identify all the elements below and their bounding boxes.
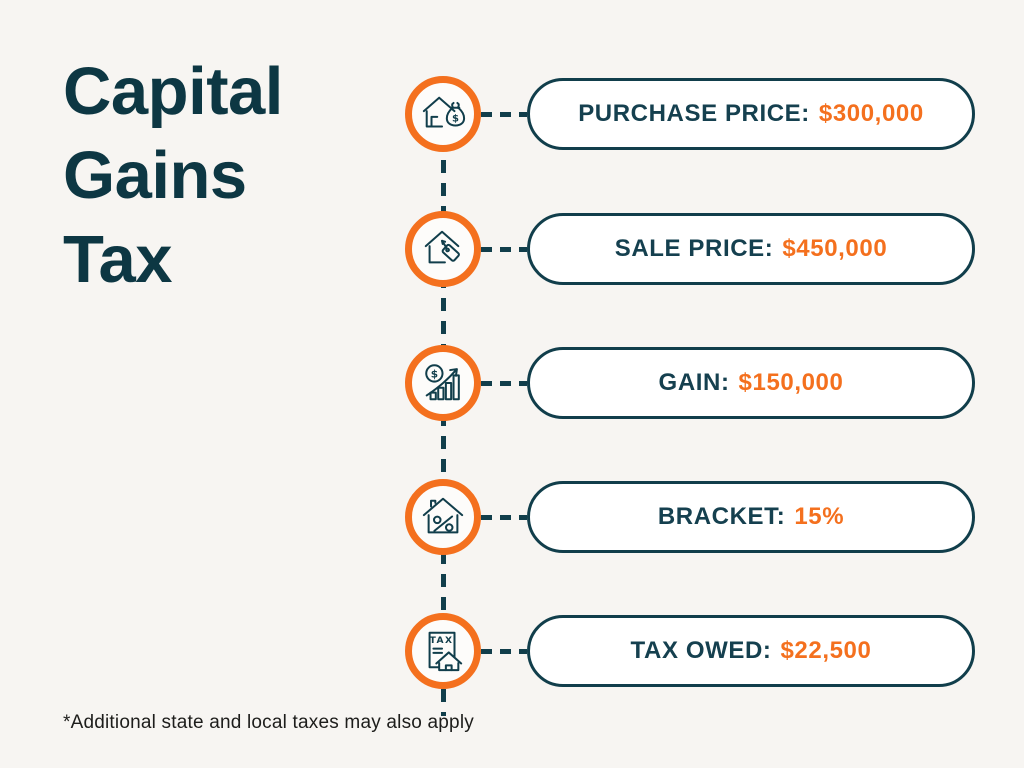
- step-pill-bracket: BRACKET: 15%: [527, 481, 975, 553]
- footnote: *Additional state and local taxes may al…: [63, 712, 474, 733]
- dashed-connector: [481, 515, 527, 520]
- step-icon-circle: $: [405, 76, 481, 152]
- step-value: $150,000: [738, 369, 844, 396]
- step-label: BRACKET:: [657, 503, 786, 530]
- tax-document-house-icon: TAX: [428, 631, 463, 672]
- house-percent-icon: [422, 497, 464, 534]
- house-price-tag-icon: [424, 230, 460, 264]
- step-value: $22,500: [780, 637, 872, 664]
- step-icon-circle: TAX: [405, 613, 481, 689]
- step-value: $300,000: [818, 100, 924, 127]
- house-money-bag-icon: $: [422, 96, 466, 128]
- svg-text:$: $: [431, 368, 438, 380]
- svg-text:TAX: TAX: [430, 636, 454, 646]
- step-value: 15%: [794, 503, 845, 530]
- page-title: Capital Gains Tax: [63, 50, 283, 302]
- step-icon-circle: $: [405, 345, 481, 421]
- step-pill-tax-owed: TAX OWED: $22,500: [527, 615, 975, 687]
- growth-chart-dollar-icon: $: [425, 364, 460, 401]
- step-pill-purchase-price: PURCHASE PRICE: $300,000: [527, 78, 975, 150]
- step-icon-circle: [405, 211, 481, 287]
- step-value: $450,000: [782, 235, 888, 262]
- step-label: GAIN:: [658, 369, 730, 396]
- step-label: TAX OWED:: [630, 637, 772, 664]
- step-icon-circle: [405, 479, 481, 555]
- dashed-connector: [481, 112, 527, 117]
- step-label: PURCHASE PRICE:: [578, 100, 810, 127]
- title-line-2: Gains: [63, 138, 247, 213]
- title-line-3: Tax: [63, 222, 172, 297]
- title-line-1: Capital: [63, 54, 283, 129]
- dashed-connector: [481, 649, 527, 654]
- svg-text:$: $: [452, 113, 459, 124]
- step-pill-gain: GAIN: $150,000: [527, 347, 975, 419]
- step-label: SALE PRICE:: [614, 235, 774, 262]
- step-pill-sale-price: SALE PRICE: $450,000: [527, 213, 975, 285]
- dashed-connector: [481, 247, 527, 252]
- dashed-connector: [481, 381, 527, 386]
